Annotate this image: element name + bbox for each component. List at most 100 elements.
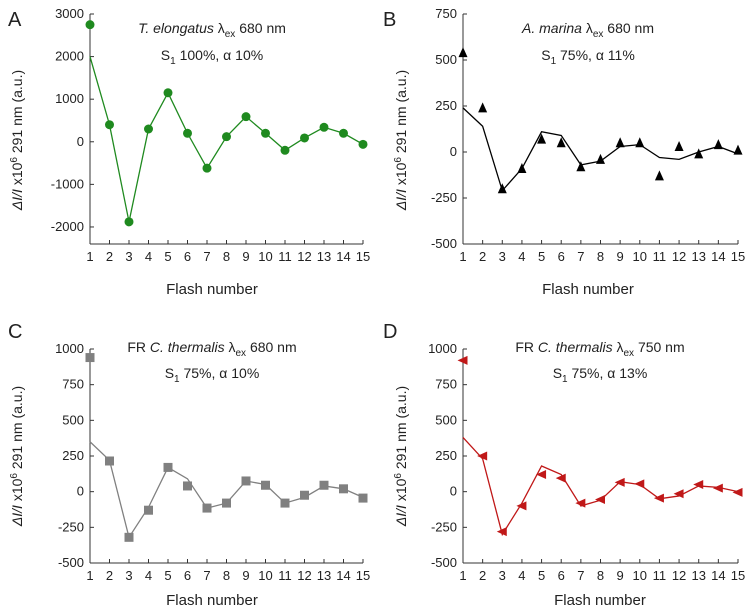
data-point bbox=[614, 477, 625, 487]
x-tick-label: 13 bbox=[691, 568, 705, 583]
data-point bbox=[241, 476, 251, 486]
x-tick-label: 7 bbox=[203, 568, 210, 583]
y-tick-label: 2000 bbox=[55, 49, 84, 64]
y-tick-label: -500 bbox=[431, 236, 457, 251]
data-point bbox=[261, 480, 270, 490]
x-tick-label: 1 bbox=[459, 568, 466, 583]
x-tick-label: 10 bbox=[633, 249, 647, 264]
measured-points bbox=[458, 47, 743, 194]
y-tick-label: 250 bbox=[62, 448, 84, 463]
x-tick-label: 14 bbox=[336, 568, 350, 583]
data-point bbox=[537, 133, 547, 144]
x-tick-label: 4 bbox=[145, 568, 152, 583]
data-point bbox=[358, 139, 368, 149]
x-tick-label: 15 bbox=[356, 249, 370, 264]
x-tick-label: 11 bbox=[278, 568, 292, 583]
y-tick-label: -2000 bbox=[51, 219, 84, 234]
x-tick-label: 15 bbox=[356, 568, 370, 583]
data-point bbox=[358, 493, 368, 503]
y-tick-label: 500 bbox=[435, 52, 457, 67]
data-point bbox=[339, 484, 348, 494]
x-axis-label: Flash number bbox=[554, 592, 646, 609]
data-point bbox=[85, 20, 95, 30]
data-point bbox=[144, 124, 153, 134]
x-tick-label: 13 bbox=[691, 249, 705, 264]
y-axis-label: ΔI/I x106 291 nm (a.u.) bbox=[9, 70, 25, 211]
y-tick-label: -1000 bbox=[51, 176, 84, 191]
x-tick-label: 7 bbox=[577, 568, 584, 583]
x-tick-label: 2 bbox=[106, 249, 113, 264]
x-tick-label: 14 bbox=[711, 568, 725, 583]
x-tick-label: 8 bbox=[223, 249, 230, 264]
x-axis-label: Flash number bbox=[166, 281, 258, 298]
x-tick-label: 9 bbox=[242, 249, 249, 264]
x-tick-label: 12 bbox=[297, 249, 311, 264]
data-point bbox=[280, 145, 290, 155]
data-point bbox=[339, 128, 348, 138]
data-point bbox=[555, 473, 566, 483]
panel-title: FR C. thermalis λex 750 nm bbox=[515, 339, 684, 359]
panel-letter: B bbox=[383, 9, 396, 31]
data-point bbox=[300, 133, 309, 143]
x-tick-label: 11 bbox=[653, 249, 667, 264]
y-tick-label: 750 bbox=[62, 377, 84, 392]
y-tick-label: 250 bbox=[435, 448, 457, 463]
y-tick-label: 3000 bbox=[55, 6, 84, 21]
data-point bbox=[673, 489, 684, 499]
x-tick-label: 9 bbox=[242, 568, 249, 583]
y-tick-label: -250 bbox=[431, 519, 457, 534]
data-point bbox=[497, 183, 507, 194]
x-tick-label: 5 bbox=[164, 568, 171, 583]
panel-subtitle: S1 100%, α 10% bbox=[161, 47, 263, 67]
panel-subtitle: S1 75%, α 13% bbox=[553, 365, 648, 385]
x-tick-label: 10 bbox=[258, 249, 272, 264]
data-point bbox=[261, 128, 270, 138]
panel-letter: A bbox=[8, 9, 22, 31]
data-point bbox=[556, 137, 566, 148]
y-tick-label: 500 bbox=[435, 412, 457, 427]
data-point bbox=[105, 120, 114, 130]
x-tick-label: 3 bbox=[499, 249, 506, 264]
x-tick-label: 14 bbox=[711, 249, 725, 264]
x-tick-label: 5 bbox=[164, 249, 171, 264]
data-point bbox=[202, 163, 212, 173]
y-tick-label: -500 bbox=[58, 555, 84, 570]
panel-letter: D bbox=[383, 321, 397, 343]
data-point bbox=[319, 122, 329, 132]
x-axis-label: Flash number bbox=[542, 281, 634, 298]
panel-b: B A. marina λex 680 nm S1 75%, α 11% Fla… bbox=[383, 6, 745, 298]
data-point bbox=[712, 483, 723, 493]
data-point bbox=[222, 132, 231, 142]
x-tick-label: 3 bbox=[499, 568, 506, 583]
data-point bbox=[596, 153, 605, 164]
data-point bbox=[575, 498, 586, 508]
x-tick-label: 4 bbox=[145, 249, 152, 264]
x-tick-label: 13 bbox=[317, 249, 331, 264]
data-point bbox=[576, 161, 586, 172]
data-point bbox=[654, 170, 664, 181]
data-point bbox=[124, 217, 134, 227]
x-tick-label: 2 bbox=[479, 249, 486, 264]
x-tick-label: 7 bbox=[203, 249, 210, 264]
fit-line bbox=[462, 107, 739, 192]
x-tick-label: 8 bbox=[223, 568, 230, 583]
x-tick-label: 9 bbox=[617, 568, 624, 583]
panel-title: T. elongatus λex 680 nm bbox=[138, 20, 286, 40]
y-axis-label: ΔI/I x106 291 nm (a.u.) bbox=[393, 386, 409, 527]
y-tick-label: 0 bbox=[77, 134, 84, 149]
data-point bbox=[516, 501, 527, 511]
data-point bbox=[300, 490, 309, 500]
y-tick-label: -250 bbox=[58, 519, 84, 534]
x-tick-label: 13 bbox=[317, 568, 331, 583]
x-axis-label: Flash number bbox=[166, 592, 258, 609]
data-point bbox=[615, 137, 625, 148]
y-tick-label: 1000 bbox=[55, 91, 84, 106]
x-tick-label: 2 bbox=[106, 568, 113, 583]
data-point bbox=[458, 47, 468, 58]
x-tick-label: 3 bbox=[125, 568, 132, 583]
x-tick-label: 12 bbox=[672, 568, 686, 583]
x-tick-label: 15 bbox=[731, 249, 745, 264]
data-point bbox=[713, 139, 723, 150]
